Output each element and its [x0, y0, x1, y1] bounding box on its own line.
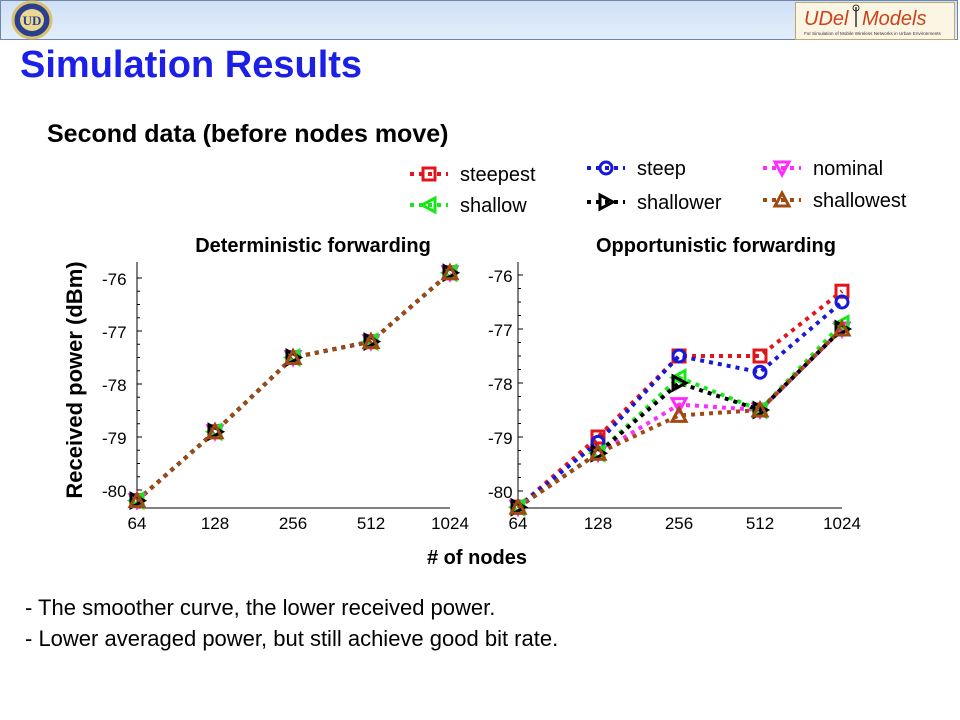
- data-point-deterministic-shallowest: [205, 421, 225, 440]
- series-line-opportunistic-shallower: [516, 327, 844, 509]
- legend-marker-steepest: [421, 166, 437, 182]
- y-tick-label-deterministic: -80: [102, 482, 127, 501]
- x-tick-label-opportunistic: 256: [665, 514, 693, 533]
- y-tick-label-deterministic: -77: [102, 323, 127, 342]
- svg-text:UDel: UDel: [804, 8, 849, 30]
- y-tick-label-opportunistic: -77: [488, 321, 513, 340]
- series-line-deterministic-steepest: [135, 271, 452, 503]
- bullet-1: - The smoother curve, the lower received…: [25, 595, 496, 620]
- data-point-deterministic-shallowest: [283, 347, 303, 365]
- y-tick-label-deterministic: -78: [102, 376, 127, 395]
- data-point-opportunistic-shallowest: [750, 399, 770, 418]
- x-tick-label-opportunistic: 64: [509, 514, 528, 533]
- x-tick-label-opportunistic: 128: [584, 514, 612, 533]
- legend-marker-shallower: [598, 192, 617, 212]
- y-tick-label-opportunistic: -79: [488, 429, 513, 448]
- data-point-opportunistic-shallower: [671, 373, 690, 393]
- series-line-deterministic-nominal: [135, 271, 452, 503]
- data-point-deterministic-shallowest: [127, 490, 147, 509]
- data-point-deterministic-shallowest: [440, 262, 460, 281]
- slide-subtitle: Second data (before nodes move): [47, 120, 449, 148]
- legend-marker-nominal: [772, 160, 792, 179]
- legend-label-shallower: shallower: [637, 192, 722, 214]
- data-point-opportunistic-steep: [671, 348, 687, 364]
- data-point-opportunistic-shallowest: [832, 318, 852, 337]
- x-tick-label-deterministic: 256: [279, 514, 307, 533]
- data-point-opportunistic-steepest: [752, 348, 768, 364]
- svg-text:UD: UD: [23, 13, 42, 28]
- legend-label-shallowest: shallowest: [813, 190, 907, 212]
- x-tick-label-opportunistic: 1024: [823, 514, 861, 533]
- page-title: Simulation Results: [20, 44, 363, 86]
- data-point-opportunistic-shallowest: [508, 497, 528, 515]
- y-tick-label-deterministic: -76: [102, 270, 127, 289]
- data-point-opportunistic-nominal: [669, 397, 689, 415]
- series-line-deterministic-shallowest: [135, 271, 452, 503]
- university-seal-logo: UD: [11, 0, 53, 40]
- data-point-opportunistic-steep: [752, 364, 768, 380]
- series-line-deterministic-shallower: [135, 271, 452, 503]
- series-line-opportunistic-steepest: [516, 289, 844, 509]
- bullet-2: - Lower averaged power, but still achiev…: [25, 626, 559, 651]
- x-axis-label: # of nodes: [427, 547, 527, 569]
- udel-models-logo: UDel Models For Simulation of Mobile Wir…: [795, 2, 955, 40]
- chart-title-opportunistic: Opportunistic forwarding: [596, 235, 836, 257]
- legend-label-steep: steep: [637, 158, 686, 180]
- y-tick-label-opportunistic: -78: [488, 375, 513, 394]
- legend-marker-shallowest: [772, 189, 792, 208]
- x-tick-label-opportunistic: 512: [746, 514, 774, 533]
- svg-text:For Simulation of Mobile Wirel: For Simulation of Mobile Wireless Networ…: [804, 31, 942, 36]
- data-point-opportunistic-shallowest: [669, 405, 689, 423]
- y-tick-label-opportunistic: -76: [488, 267, 513, 286]
- series-line-deterministic-steep: [135, 271, 452, 503]
- y-tick-label-opportunistic: -80: [488, 483, 513, 502]
- series-line-deterministic-shallow: [135, 271, 452, 503]
- series-line-opportunistic-shallowest: [516, 327, 844, 509]
- x-tick-label-deterministic: 512: [357, 514, 385, 533]
- x-tick-label-deterministic: 64: [128, 514, 147, 533]
- bullet-list: - The smoother curve, the lower received…: [25, 592, 558, 654]
- y-tick-label-deterministic: -79: [102, 429, 127, 448]
- data-point-opportunistic-shallow: [668, 368, 687, 388]
- legend-marker-steep: [598, 160, 614, 176]
- x-tick-label-deterministic: 128: [201, 514, 229, 533]
- series-line-opportunistic-nominal: [516, 327, 844, 509]
- y-axis-label: Received power (dBm): [62, 261, 87, 498]
- chart-title-deterministic: Deterministic forwarding: [195, 235, 431, 257]
- legend-label-nominal: nominal: [813, 158, 883, 180]
- legend-marker-shallow: [418, 195, 437, 215]
- svg-text:Models: Models: [862, 8, 926, 30]
- data-point-opportunistic-steepest: [590, 429, 606, 445]
- legend-label-steepest: steepest: [460, 164, 536, 186]
- x-tick-label-deterministic: 1024: [431, 514, 469, 533]
- data-point-opportunistic-shallowest: [588, 443, 608, 461]
- legend-label-shallow: shallow: [460, 195, 527, 217]
- data-point-opportunistic-steep: [834, 294, 850, 310]
- data-point-deterministic-shallowest: [361, 331, 381, 350]
